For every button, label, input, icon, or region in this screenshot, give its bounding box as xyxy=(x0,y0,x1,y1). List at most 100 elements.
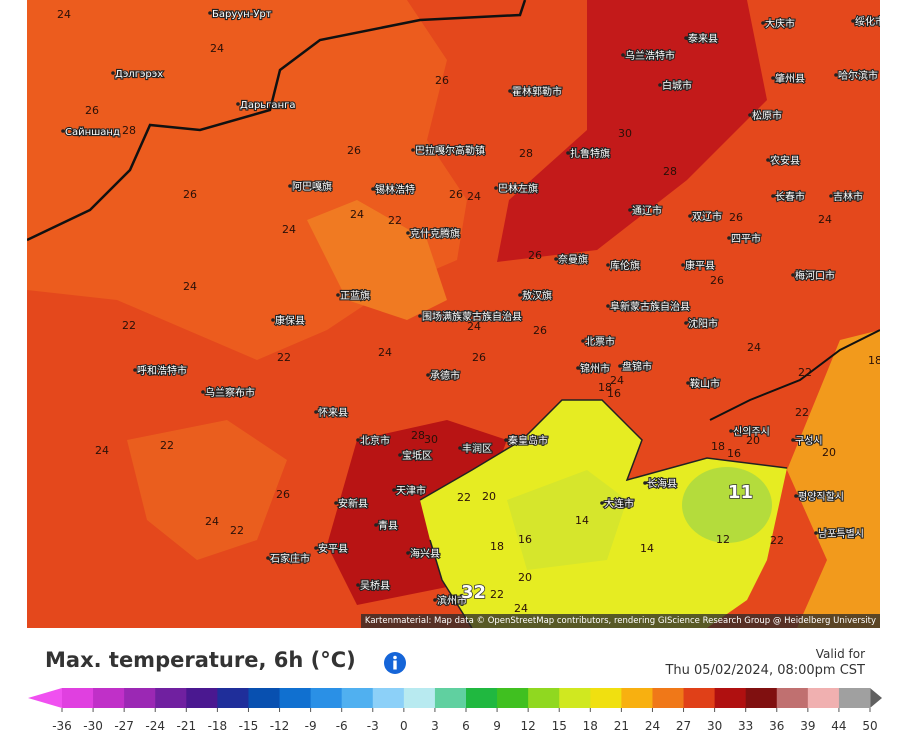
place-label: 围场满族蒙古族自治县 xyxy=(422,310,522,323)
place-dot xyxy=(314,546,318,550)
place-dot xyxy=(834,73,838,77)
place-dot xyxy=(411,148,415,152)
temperature-label: 22 xyxy=(798,366,812,379)
place-label: 沈阳市 xyxy=(688,317,718,330)
info-icon[interactable] xyxy=(383,651,407,675)
temperature-label: 26 xyxy=(276,488,290,501)
temperature-label: 16 xyxy=(607,387,621,400)
temperature-label: 32 xyxy=(461,582,486,603)
temperature-label: 24 xyxy=(818,213,832,226)
scale-tick-label: 36 xyxy=(769,719,784,733)
place-dot xyxy=(794,494,798,498)
temperature-label: 22 xyxy=(277,351,291,364)
place-dot xyxy=(406,551,410,555)
temperature-label: 12 xyxy=(716,533,730,546)
place-label: 石家庄市 xyxy=(270,552,310,565)
place-label: 滨州市 xyxy=(437,594,467,607)
place-label: 阜新蒙古族自治县 xyxy=(610,300,690,313)
temperature-label: 24 xyxy=(467,320,481,333)
place-dot xyxy=(374,523,378,527)
temperature-label: 30 xyxy=(618,127,632,140)
place-label: 巴拉嘎尔高勒镇 xyxy=(415,144,485,157)
place-label: 丰润区 xyxy=(462,442,492,455)
temperature-label: 24 xyxy=(610,374,624,387)
place-label: 锦州市 xyxy=(580,362,610,375)
place-dot xyxy=(748,113,752,117)
scale-tick-label: -36 xyxy=(52,719,72,733)
place-label: Дэлгэрэх xyxy=(115,69,163,80)
place-label: 锡林浩特 xyxy=(375,183,415,196)
place-dot xyxy=(334,501,338,505)
scale-tick-label: -30 xyxy=(83,719,103,733)
scale-tick-label: -9 xyxy=(305,719,317,733)
place-dot xyxy=(433,598,437,602)
scale-tick-label: 27 xyxy=(676,719,691,733)
scale-segment xyxy=(652,688,685,708)
temperature-label: 22 xyxy=(388,214,402,227)
temperature-label: 20 xyxy=(746,434,760,447)
scale-segment xyxy=(714,688,747,708)
place-dot xyxy=(658,83,662,87)
scale-segment xyxy=(683,688,716,708)
scale-tick-label: 3 xyxy=(431,719,439,733)
scale-segment xyxy=(807,688,840,708)
scale-tick-label: 6 xyxy=(462,719,470,733)
place-dot xyxy=(518,293,522,297)
place-label: 吴桥县 xyxy=(360,580,390,592)
place-dot xyxy=(581,339,585,343)
place-dot xyxy=(618,364,622,368)
temperature-label: 16 xyxy=(518,533,532,546)
place-dot xyxy=(688,214,692,218)
scale-segment xyxy=(497,688,529,708)
title: Max. temperature, 6h (°C) xyxy=(45,648,356,672)
scale-segment xyxy=(528,688,560,708)
place-label: 安平县 xyxy=(318,542,348,555)
place-dot xyxy=(771,76,775,80)
temperature-label: 28 xyxy=(411,429,425,442)
temperature-label: 26 xyxy=(710,274,724,287)
temperature-label: 26 xyxy=(533,324,547,337)
place-label: 秦皇岛市 xyxy=(508,434,548,447)
place-label: 盘锦市 xyxy=(622,360,652,373)
scale-segment xyxy=(341,688,374,708)
scale-tick-label: 50 xyxy=(862,719,877,733)
place-dot xyxy=(554,257,558,261)
place-dot xyxy=(606,304,610,308)
valid-time: Thu 05/02/2024, 08:00pm CST xyxy=(665,663,865,678)
place-label: 평양직할시 xyxy=(798,491,844,503)
place-dot xyxy=(684,321,688,325)
place-label: 海兴县 xyxy=(410,547,440,560)
place-dot xyxy=(371,187,375,191)
place-dot xyxy=(766,158,770,162)
place-label: 青县 xyxy=(378,519,398,532)
temperature-label: 18 xyxy=(868,354,880,367)
place-label: 康保县 xyxy=(275,314,305,327)
place-label: 康平县 xyxy=(685,259,715,272)
temperature-label: 16 xyxy=(727,447,741,460)
temperature-label: 24 xyxy=(514,602,528,615)
place-label: 承德市 xyxy=(430,369,460,382)
scale-tick-label: 24 xyxy=(645,719,660,733)
scale-segment xyxy=(466,688,498,708)
place-label: 泰来县 xyxy=(688,32,718,45)
temperature-label: 26 xyxy=(347,144,361,157)
scale-segment xyxy=(776,688,809,708)
place-label: 敖汉旗 xyxy=(522,289,552,302)
place-dot xyxy=(418,314,422,318)
place-dot xyxy=(426,373,430,377)
temperature-label: 28 xyxy=(122,124,136,137)
place-dot xyxy=(829,194,833,198)
place-label: 大庆市 xyxy=(765,17,795,30)
temperature-label: 22 xyxy=(160,439,174,452)
place-label: 双辽市 xyxy=(692,210,722,223)
place-label: 哈尔滨市 xyxy=(838,69,878,82)
temperature-label: 22 xyxy=(770,534,784,547)
place-dot xyxy=(504,438,508,442)
place-label: 通辽市 xyxy=(632,204,662,217)
place-label: 北票市 xyxy=(585,335,615,348)
place-dot xyxy=(314,410,318,414)
scale-tick-label: -18 xyxy=(208,719,228,733)
scale-tick-label: -6 xyxy=(336,719,348,733)
temperature-label: 22 xyxy=(457,491,471,504)
